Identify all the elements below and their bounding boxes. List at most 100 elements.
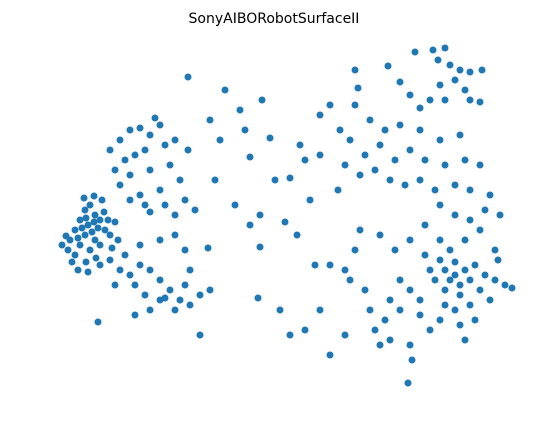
point [346, 276, 354, 284]
point [306, 196, 314, 204]
point [436, 201, 444, 209]
point [406, 286, 414, 294]
point [429, 46, 437, 54]
point [461, 236, 469, 244]
point [361, 286, 369, 294]
point [136, 191, 144, 199]
point [384, 62, 392, 70]
point [276, 306, 284, 314]
point [496, 211, 504, 219]
point [431, 276, 439, 284]
point [81, 206, 89, 214]
point [111, 281, 119, 289]
point [181, 246, 189, 254]
point [146, 306, 154, 314]
point [354, 84, 362, 92]
point [381, 126, 389, 134]
point [196, 331, 204, 339]
point [456, 66, 464, 74]
point [136, 241, 144, 249]
point [256, 211, 264, 219]
point [356, 171, 364, 179]
point [74, 266, 82, 274]
point [326, 351, 334, 359]
point [446, 61, 454, 69]
point [416, 296, 424, 304]
point [436, 136, 444, 144]
point [426, 326, 434, 334]
point [96, 216, 104, 224]
point [466, 186, 474, 194]
point [376, 231, 384, 239]
point [91, 211, 99, 219]
point [456, 291, 464, 299]
point [71, 226, 79, 234]
point [446, 246, 454, 254]
point [84, 221, 92, 229]
point [461, 156, 469, 164]
point [461, 86, 469, 94]
point [91, 236, 99, 244]
point [82, 258, 90, 266]
point [326, 101, 334, 109]
point [92, 254, 100, 262]
point [231, 201, 239, 209]
point [466, 68, 474, 76]
point [494, 256, 502, 264]
point [411, 48, 419, 56]
point [436, 81, 444, 89]
point [96, 241, 104, 249]
point [116, 266, 124, 274]
point [106, 146, 114, 154]
point [136, 261, 144, 269]
point [406, 146, 414, 154]
point [161, 201, 169, 209]
point [121, 156, 129, 164]
point [421, 251, 429, 259]
point [408, 356, 416, 364]
point [441, 44, 449, 52]
point [96, 261, 104, 269]
point [451, 211, 459, 219]
point [376, 141, 384, 149]
point [386, 176, 394, 184]
point [176, 296, 184, 304]
point [68, 258, 76, 266]
point [184, 146, 192, 154]
point [176, 176, 184, 184]
point [241, 126, 249, 134]
point [451, 258, 459, 266]
point [293, 231, 301, 239]
point [131, 281, 139, 289]
point [211, 176, 219, 184]
point [466, 276, 474, 284]
point [184, 73, 192, 81]
point [74, 234, 82, 242]
point [476, 226, 484, 234]
point [126, 196, 134, 204]
point [86, 246, 94, 254]
point [204, 244, 212, 252]
point [416, 176, 424, 184]
point [171, 306, 179, 314]
point [406, 236, 414, 244]
point [151, 114, 159, 122]
point [86, 201, 94, 209]
point [131, 311, 139, 319]
point [171, 136, 179, 144]
point [62, 232, 70, 240]
point [286, 331, 294, 339]
point [446, 276, 454, 284]
point [481, 206, 489, 214]
point [111, 218, 119, 226]
point [478, 66, 486, 74]
point [146, 166, 154, 174]
point [206, 116, 214, 124]
point [156, 276, 164, 284]
point [256, 243, 264, 251]
point [376, 341, 384, 349]
point [181, 196, 189, 204]
point [416, 126, 424, 134]
point [156, 236, 164, 244]
